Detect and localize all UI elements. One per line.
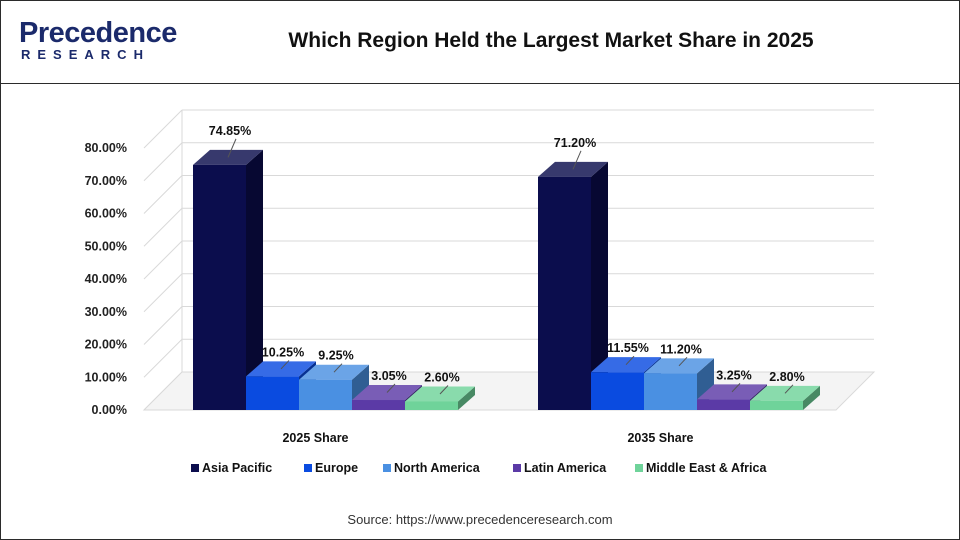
data-label-leader [333, 363, 343, 373]
legend-swatch [513, 464, 521, 472]
y-tick-label: 10.00% [85, 370, 127, 384]
y-tick-label: 30.00% [85, 305, 127, 319]
gridline-side [143, 175, 183, 214]
bar-front [193, 164, 246, 410]
bar-front [538, 176, 591, 410]
x-category-label: 2025 Share [282, 431, 348, 445]
legend-swatch [191, 464, 199, 472]
bar-chart: 0.00% 10.00% 20.00% 30.00% 40.00% 50.00% 60.00… [85, 109, 876, 475]
y-tick-label: 20.00% [85, 338, 127, 352]
chart-title: Which Region Held the Largest Market Sha… [288, 29, 814, 52]
legend-item: Latin America [513, 461, 607, 475]
bar-front [246, 376, 299, 410]
gridline-side [143, 273, 183, 313]
gridline-side [143, 109, 183, 149]
x-category-label: 2035 Share [627, 431, 693, 445]
gridline-side [143, 142, 183, 182]
bar-side [246, 149, 263, 410]
data-labels: 74.85% 10.25% 9.25% 3.05% 2.60% 71.20% 11.55% 1… [209, 124, 805, 395]
bar-front [644, 373, 697, 410]
legend-item: Middle East & Africa [635, 461, 767, 475]
y-tick-label: 0.00% [92, 403, 127, 417]
bar [193, 149, 263, 410]
data-label-leader [227, 138, 237, 158]
data-label-leader [386, 383, 396, 393]
bar [299, 364, 369, 410]
gridline-side [143, 207, 183, 247]
gridline-side [143, 306, 183, 345]
y-tick-label: 40.00% [85, 272, 127, 286]
data-label: 2.60% [424, 370, 459, 384]
bar-front [750, 400, 803, 410]
header: Precedence RESEARCH Which Region Held th… [1, 1, 959, 84]
legend-label: Asia Pacific [202, 461, 272, 475]
bar-top [538, 161, 608, 177]
bars [193, 149, 820, 410]
legend-item: Asia Pacific [191, 461, 272, 475]
data-label-leader [439, 385, 449, 395]
legend-item: North America [383, 461, 481, 475]
data-label: 74.85% [209, 124, 251, 138]
y-tick-label: 70.00% [85, 174, 127, 188]
data-label: 71.20% [554, 136, 596, 150]
bar-side [458, 386, 475, 410]
y-tick-label: 50.00% [85, 239, 127, 253]
data-label: 3.05% [371, 369, 406, 383]
data-label-leader [572, 150, 582, 170]
data-label: 11.20% [660, 342, 702, 356]
bar-side [803, 385, 820, 410]
gridline-side [143, 338, 183, 378]
legend-swatch [304, 464, 312, 472]
bar [538, 161, 608, 410]
gridline-side [143, 240, 183, 280]
y-tick-label: 60.00% [85, 207, 127, 221]
bar-front [299, 379, 352, 410]
data-label-leader [625, 355, 635, 366]
bar-front [405, 401, 458, 410]
legend-swatch [635, 464, 643, 472]
data-label: 2.80% [769, 370, 804, 384]
bar-side [591, 161, 608, 410]
legend: Asia Pacific Europe North America Latin Ame… [191, 461, 767, 475]
data-label-leader [678, 356, 688, 367]
data-label-leader [731, 383, 741, 393]
data-label: 10.25% [262, 345, 304, 359]
data-label: 9.25% [318, 349, 353, 363]
bar-front [591, 372, 644, 410]
data-label: 11.55% [607, 341, 649, 355]
data-label: 3.25% [716, 368, 751, 382]
data-label-leader [784, 384, 794, 394]
data-label-leader [280, 360, 290, 370]
legend-swatch [383, 464, 391, 472]
legend-label: Europe [315, 461, 358, 475]
legend-label: Middle East & Africa [646, 461, 767, 475]
legend-item: Europe [304, 461, 358, 475]
source-note: Source: https://www.precedenceresearch.c… [347, 512, 613, 527]
bar-front [697, 399, 750, 410]
y-axis: 0.00% 10.00% 20.00% 30.00% 40.00% 50.00% 60.00… [85, 141, 127, 417]
legend-label: Latin America [524, 461, 607, 475]
logo-wordmark: Precedence [19, 17, 177, 49]
y-tick-label: 80.00% [85, 141, 127, 155]
bar-front [352, 400, 405, 410]
logo-subtitle: RESEARCH [21, 47, 150, 62]
brand-logo: Precedence RESEARCH [19, 15, 177, 65]
x-axis: 2025 Share 2035 Share [282, 431, 693, 445]
legend-label: North America [394, 461, 481, 475]
